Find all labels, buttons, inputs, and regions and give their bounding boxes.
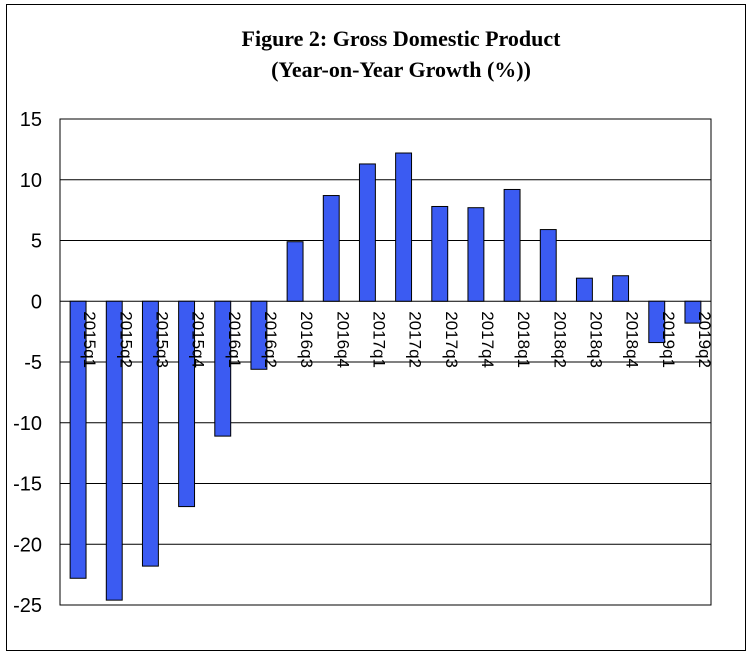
bar-2015q3: [141, 300, 159, 567]
x-tick-label: 2015q2: [116, 311, 135, 368]
x-axis-ticks: 2015q1 2015q2 2015q3 2015q4 2016q1 2016q2 2016…: [80, 311, 714, 368]
x-tick-label: 2018q4: [623, 311, 642, 368]
x-tick-label: 2017q3: [442, 311, 461, 368]
gdp-bar-chart: Figure 2: Gross Domestic Product (Year-o…: [13, 26, 714, 617]
bar-2018q4: [612, 275, 630, 302]
bar-2018q3: [575, 277, 593, 302]
chart-title: Figure 2: Gross Domestic Product: [242, 26, 562, 51]
x-tick-label: 2017q1: [369, 311, 388, 368]
x-tick-label: 2016q2: [261, 311, 280, 368]
bar-2016q2: [250, 300, 268, 370]
y-tick-label: 0: [31, 291, 42, 313]
bar-2015q1: [69, 300, 87, 579]
y-tick-label: -10: [13, 413, 42, 435]
y-axis-ticks: 15 10 5 0 -5 -10 -15 -20 -25: [13, 109, 42, 617]
bar-2017q3: [431, 205, 449, 302]
bars: [69, 152, 702, 601]
chart-subtitle: (Year-on-Year Growth (%)): [271, 57, 531, 82]
y-tick-label: 15: [20, 109, 42, 131]
bar-2016q1: [214, 300, 232, 437]
bar-2015q4: [178, 300, 196, 508]
x-tick-label: 2015q3: [152, 311, 171, 368]
x-tick-label: 2019q1: [659, 311, 678, 368]
x-tick-label: 2017q4: [478, 311, 497, 368]
bar-2017q1: [358, 163, 376, 302]
bar-2019q1: [648, 300, 666, 344]
bar-2016q4: [322, 195, 340, 302]
plot-area-border: [59, 118, 712, 606]
chart-frame: Figure 2: Gross Domestic Product (Year-o…: [6, 4, 746, 651]
bar-2019q2: [684, 300, 702, 324]
x-tick-label: 2017q2: [406, 311, 425, 368]
x-tick-label: 2015q4: [189, 311, 208, 368]
y-tick-label: 5: [31, 231, 42, 253]
y-tick-label: -25: [13, 595, 42, 617]
y-tick-label: -15: [13, 474, 42, 496]
bar-2017q4: [467, 207, 485, 302]
y-tick-label: 10: [20, 170, 42, 192]
bar-2016q3: [286, 241, 304, 302]
x-tick-label: 2018q2: [550, 311, 569, 368]
x-tick-label: 2018q1: [514, 311, 533, 368]
bar-2017q2: [395, 152, 413, 302]
bar-2018q2: [539, 229, 557, 302]
x-tick-label: 2018q3: [586, 311, 605, 368]
x-tick-label: 2016q1: [225, 311, 244, 368]
x-tick-label: 2015q1: [80, 311, 99, 368]
y-tick-label: -5: [24, 352, 42, 374]
x-tick-label: 2016q3: [297, 311, 316, 368]
bar-2018q1: [503, 188, 521, 302]
x-tick-label: 2019q2: [695, 311, 714, 368]
bar-2015q2: [105, 300, 123, 601]
y-tick-label: -20: [13, 534, 42, 556]
x-tick-label: 2016q4: [333, 311, 352, 368]
